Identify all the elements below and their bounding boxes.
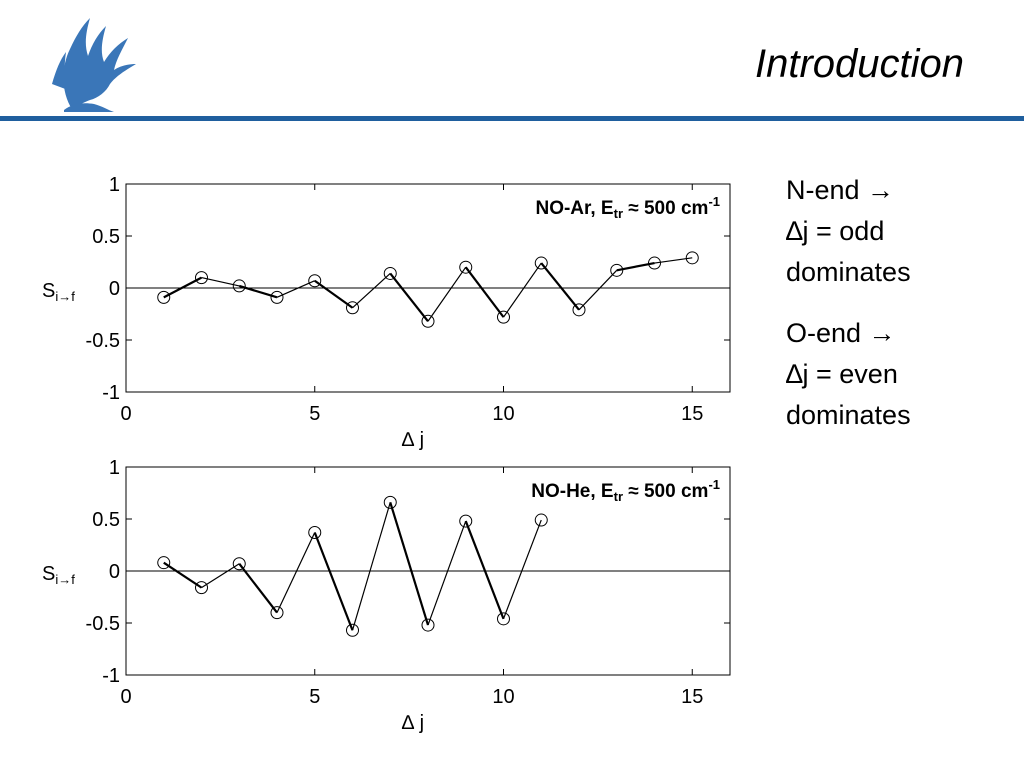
y-tick-label: -1 — [102, 665, 120, 687]
y-axis-label: Si→f — [42, 563, 75, 587]
series-line-segment — [503, 262, 542, 318]
x-tick-label: 5 — [309, 686, 320, 708]
series-line-segment — [389, 272, 429, 322]
side-note-n-end: N-end → ∆j = odd dominates — [786, 170, 1006, 293]
x-tick-label: 5 — [309, 403, 320, 425]
side-note-line: ∆j = odd — [786, 216, 885, 246]
series-line-segment — [163, 276, 203, 299]
data-point — [497, 612, 510, 626]
x-axis-label: ∆ j — [402, 429, 424, 451]
data-point — [157, 556, 171, 570]
x-tick-label: 15 — [681, 686, 703, 708]
x-tick-label: 0 — [120, 403, 131, 425]
y-tick-label: -1 — [102, 382, 120, 404]
data-point — [459, 514, 473, 528]
side-note-line: dominates — [786, 400, 911, 430]
series-line-segment — [276, 532, 316, 613]
annotation-main: NO-He, E — [531, 481, 613, 502]
x-tick-label: 10 — [492, 403, 514, 425]
data-point — [195, 271, 208, 285]
series-line-segment — [578, 269, 618, 311]
series-line-segment — [238, 284, 278, 299]
series-line-segment — [163, 561, 203, 589]
side-note-line: N-end → — [786, 175, 895, 205]
y-tick-label: 0 — [109, 278, 120, 300]
chart-annotation: NO-Ar, Etr ≈ 500 cm-1 — [535, 194, 720, 221]
data-point — [421, 618, 435, 632]
data-point — [383, 495, 397, 509]
y-axis-label: Si→f — [42, 280, 75, 304]
series-line-segment — [464, 520, 505, 620]
series-line-segment — [314, 279, 354, 309]
series-line-segment — [464, 266, 505, 318]
annotation-rest: ≈ 500 cm — [623, 198, 708, 219]
series-line-segment — [540, 262, 580, 311]
data-point — [308, 526, 322, 540]
data-point — [459, 260, 473, 274]
page-title: Introduction — [754, 42, 964, 86]
series-line-segment — [276, 280, 315, 298]
series-line-segment — [427, 520, 467, 626]
data-point — [534, 513, 548, 527]
side-note-line: dominates — [786, 257, 911, 287]
x-tick-label: 10 — [492, 686, 514, 708]
griffin-logo-icon — [52, 18, 136, 112]
series-line-segment — [502, 519, 542, 620]
annotation-sup: -1 — [708, 477, 720, 492]
y-axis-label-main: S — [42, 563, 55, 585]
data-point — [572, 303, 586, 317]
chart-annotation: NO-He, Etr ≈ 500 cm-1 — [531, 477, 720, 504]
y-axis-label-sub: i→f — [55, 289, 75, 304]
data-point — [270, 290, 284, 304]
data-point — [308, 274, 322, 288]
charts-area: 10.50-0.5-10 5 10 15∆ jSi→fNO-Ar, Etr ≈ 500… — [42, 174, 731, 734]
series-line-segment — [427, 266, 467, 322]
y-axis-label-sub: i→f — [55, 572, 75, 587]
data-point — [195, 581, 208, 595]
data-point — [270, 606, 284, 620]
data-point — [534, 256, 548, 270]
data-point — [346, 301, 359, 315]
series-line-segment — [352, 272, 391, 309]
y-tick-label: 0.5 — [92, 226, 120, 248]
annotation-rest: ≈ 500 cm — [623, 481, 708, 502]
side-notes: N-end → ∆j = odd dominates O-end → ∆j = … — [786, 170, 1006, 456]
data-point — [232, 557, 246, 571]
annotation-sub: tr — [614, 489, 623, 504]
data-point — [610, 263, 624, 277]
side-note-o-end: O-end → ∆j = even dominates — [786, 313, 1006, 436]
y-tick-label: 1 — [109, 174, 120, 196]
series-line-segment — [201, 563, 240, 589]
side-note-line: ∆j = even — [786, 359, 898, 389]
data-point — [157, 290, 171, 304]
y-tick-label: -0.5 — [86, 330, 120, 352]
annotation-sub: tr — [614, 206, 623, 221]
y-tick-label: 0 — [109, 561, 120, 583]
data-point — [421, 314, 435, 328]
series-line-segment — [313, 532, 354, 631]
side-note-line: O-end → — [786, 318, 896, 348]
series-line-segment — [389, 502, 430, 626]
annotation-main: NO-Ar, E — [535, 198, 613, 219]
x-tick-label: 15 — [681, 403, 703, 425]
y-axis-label-main: S — [42, 280, 55, 302]
x-axis-label: ∆ j — [402, 712, 424, 734]
annotation-sup: -1 — [708, 194, 720, 209]
y-tick-label: 0.5 — [92, 509, 120, 531]
y-tick-label: 1 — [109, 457, 120, 479]
header-divider — [0, 116, 1024, 121]
series-line-segment — [238, 563, 278, 614]
data-point — [383, 266, 397, 280]
data-point — [232, 279, 246, 293]
x-tick-label: 0 — [120, 686, 131, 708]
chart-1: 10.50-0.5-10 5 10 15∆ jSi→fNO-Ar, Etr ≈ 500… — [42, 174, 731, 451]
data-point — [648, 256, 661, 270]
chart-2: 10.50-0.5-10 5 10 15∆ jSi→fNO-He, Etr ≈ 500… — [42, 457, 731, 734]
data-point — [497, 310, 510, 324]
data-point — [685, 251, 699, 265]
series-line-segment — [351, 502, 391, 631]
data-point — [346, 623, 359, 637]
y-tick-label: -0.5 — [86, 613, 120, 635]
